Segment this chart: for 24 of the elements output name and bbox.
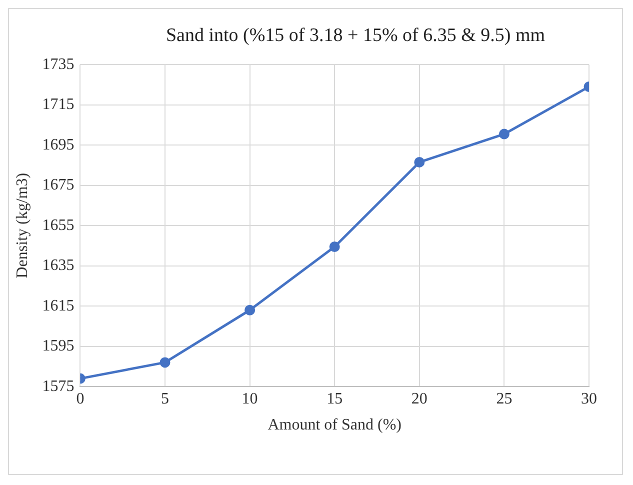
point	[329, 241, 340, 252]
y-tick-label: 1715	[42, 96, 74, 114]
x-tick-label: 10	[242, 390, 258, 408]
y-tick-label: 1675	[42, 176, 74, 194]
x-tick-label: 30	[581, 390, 597, 408]
x-tick-label: 15	[326, 390, 343, 408]
y-tick-label: 1635	[42, 257, 74, 274]
y-tick-label: 1655	[42, 216, 74, 234]
point	[414, 156, 425, 168]
point	[160, 357, 170, 368]
y-tick-label: 1695	[42, 136, 74, 154]
x-axis-title: Amount of Sand (%)	[268, 416, 402, 434]
point	[498, 128, 510, 140]
y-tick-label: 1735	[42, 56, 74, 73]
y-axis-title: Density (kg/m3)	[14, 172, 31, 278]
x-tick-label: 5	[161, 390, 169, 408]
y-tick-label: 1615	[42, 297, 74, 314]
y-tick-label: 1575	[42, 378, 74, 395]
x-tick-label: 0	[76, 390, 84, 408]
point	[244, 304, 256, 316]
x-tick-label: 25	[496, 390, 512, 408]
x-tick-label: 20	[411, 390, 428, 408]
y-tick-label: 1595	[42, 338, 74, 355]
chart-title: Sand into (%15 of 3.18 + 15% of 6.35 & 9.5) mm	[164, 24, 546, 48]
